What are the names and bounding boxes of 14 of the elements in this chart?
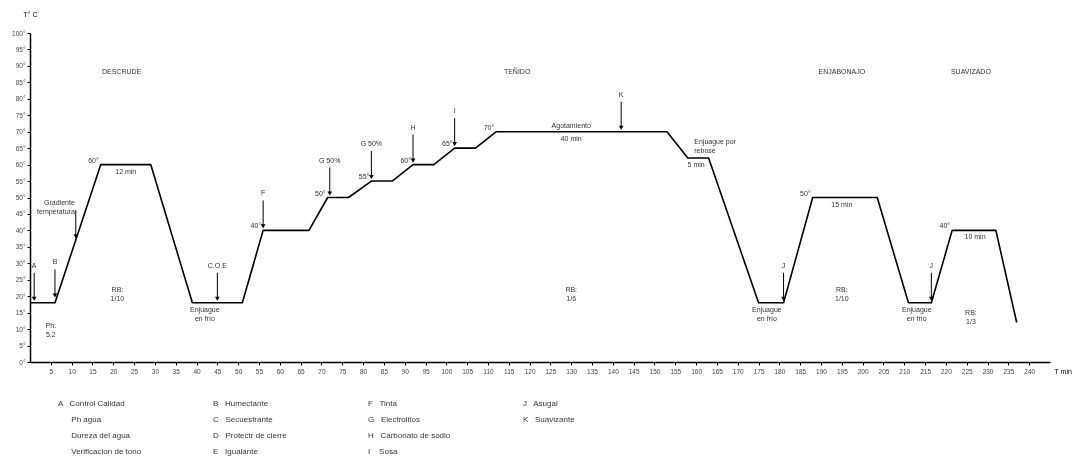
text: C Secuestrante — [213, 414, 273, 426]
text: J Asugal — [523, 398, 558, 410]
text: F Tinta — [368, 398, 397, 410]
text: K Suavizante — [523, 414, 575, 426]
text: H Carbonato de sodio — [368, 430, 451, 442]
text: G Electrolitos — [368, 414, 421, 426]
text: Ph agua — [70, 414, 102, 426]
text: Verificacion de tono — [70, 446, 142, 458]
text: Dureza del agua — [70, 430, 131, 442]
text: E Igualante — [213, 446, 258, 458]
text: B Humectante — [213, 398, 269, 410]
text: A Control Calidad — [58, 398, 125, 410]
text: D Protectr de cierre — [213, 430, 287, 442]
text: I Sosa — [368, 446, 398, 458]
